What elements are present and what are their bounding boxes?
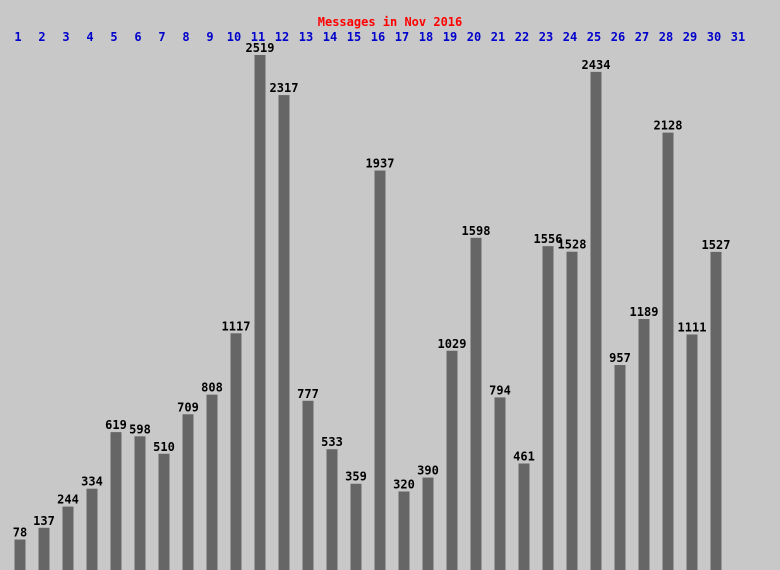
x-tick-label: 16 — [371, 30, 385, 44]
value-label: 390 — [417, 464, 439, 478]
bar — [134, 436, 146, 570]
x-tick-label: 3 — [62, 30, 69, 44]
bar — [230, 333, 242, 570]
value-label: 320 — [393, 477, 415, 491]
bar — [446, 350, 458, 570]
x-tick-label: 23 — [539, 30, 553, 44]
bar — [542, 246, 554, 570]
bar — [158, 453, 170, 570]
value-label: 709 — [177, 400, 199, 414]
bar — [422, 477, 434, 570]
bar — [302, 400, 314, 570]
x-tick-label: 1 — [14, 30, 21, 44]
value-label: 78 — [13, 526, 27, 540]
x-tick-label: 4 — [86, 30, 93, 44]
value-label: 777 — [297, 387, 319, 401]
value-label: 1117 — [222, 319, 251, 333]
bar — [206, 394, 218, 570]
bar — [638, 318, 650, 570]
value-label: 808 — [201, 381, 223, 395]
x-tick-label: 14 — [323, 30, 337, 44]
x-tick-label: 26 — [611, 30, 625, 44]
chart-title: Messages in Nov 2016 — [318, 15, 463, 29]
value-label: 1111 — [678, 320, 707, 334]
x-tick-label: 15 — [347, 30, 361, 44]
x-tick-label: 27 — [635, 30, 649, 44]
value-label: 1029 — [438, 337, 467, 351]
x-tick-label: 24 — [563, 30, 577, 44]
value-label: 1937 — [366, 157, 395, 171]
value-label: 1189 — [630, 305, 659, 319]
bar — [614, 365, 626, 570]
value-label: 2317 — [270, 81, 299, 95]
value-label: 2519 — [246, 41, 275, 55]
bar — [14, 539, 26, 570]
x-tick-label: 12 — [275, 30, 289, 44]
value-label: 794 — [489, 383, 511, 397]
x-tick-label: 30 — [707, 30, 721, 44]
value-label: 2434 — [582, 58, 611, 72]
bar — [38, 527, 50, 570]
value-label: 619 — [105, 418, 127, 432]
value-label: 137 — [33, 514, 55, 528]
value-label: 1598 — [462, 224, 491, 238]
x-tick-label: 31 — [731, 30, 745, 44]
value-label: 1528 — [558, 238, 587, 252]
bar — [494, 397, 506, 570]
bar — [254, 55, 266, 570]
x-tick-label: 8 — [182, 30, 189, 44]
x-tick-label: 25 — [587, 30, 601, 44]
bar — [110, 432, 122, 570]
x-tick-label: 22 — [515, 30, 529, 44]
value-label: 244 — [57, 493, 79, 507]
x-tick-label: 9 — [206, 30, 213, 44]
value-label: 1556 — [534, 232, 563, 246]
x-tick-label: 29 — [683, 30, 697, 44]
bar — [470, 237, 482, 570]
x-tick-label: 11 — [251, 30, 265, 44]
bar — [710, 251, 722, 570]
value-label: 957 — [609, 351, 631, 365]
x-tick-label: 20 — [467, 30, 481, 44]
x-tick-label: 18 — [419, 30, 433, 44]
bar — [182, 414, 194, 570]
value-label: 510 — [153, 440, 175, 454]
bar — [326, 449, 338, 570]
value-label: 1527 — [702, 238, 731, 252]
x-tick-label: 17 — [395, 30, 409, 44]
bar — [278, 95, 290, 570]
bar — [398, 491, 410, 570]
bar — [62, 506, 74, 570]
x-tick-label: 2 — [38, 30, 45, 44]
x-tick-label: 10 — [227, 30, 241, 44]
x-tick-label: 13 — [299, 30, 313, 44]
bar — [686, 334, 698, 570]
bar — [662, 132, 674, 570]
value-label: 598 — [129, 422, 151, 436]
value-label: 334 — [81, 475, 103, 489]
bar — [86, 488, 98, 570]
value-label: 461 — [513, 449, 535, 463]
bar — [350, 483, 362, 570]
value-label: 359 — [345, 470, 367, 484]
x-tick-label: 5 — [110, 30, 117, 44]
bar — [590, 71, 602, 570]
value-label: 2128 — [654, 119, 683, 133]
x-tick-label: 7 — [158, 30, 165, 44]
bar — [374, 170, 386, 570]
x-tick-label: 6 — [134, 30, 141, 44]
value-label: 533 — [321, 435, 343, 449]
bar — [566, 251, 578, 570]
x-tick-label: 28 — [659, 30, 673, 44]
bar — [518, 463, 530, 570]
x-tick-label: 19 — [443, 30, 457, 44]
x-tick-label: 21 — [491, 30, 505, 44]
